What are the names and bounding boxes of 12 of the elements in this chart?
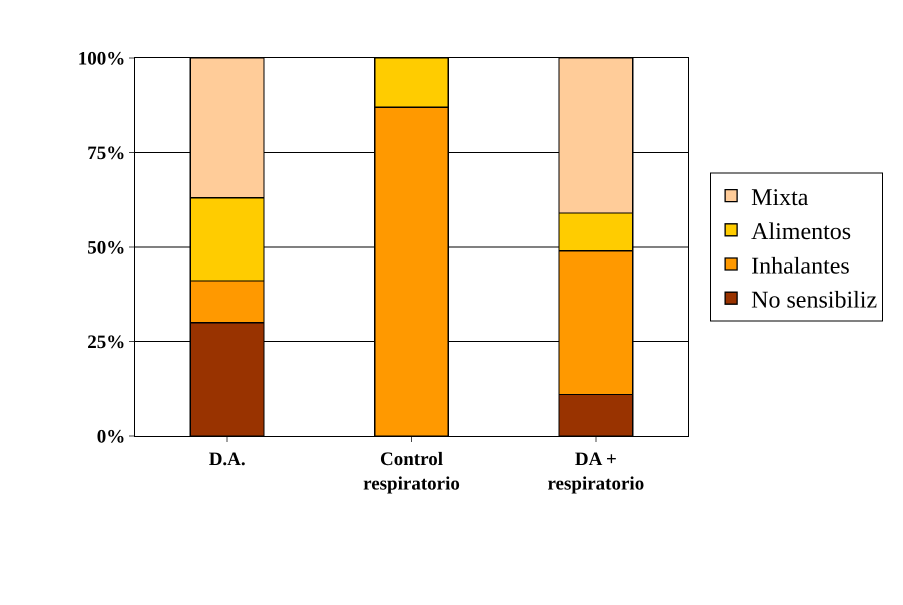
legend-label: No sensibiliz: [751, 288, 878, 314]
y-tick-label: 100%: [78, 48, 126, 70]
y-tick-label: 0%: [96, 426, 126, 448]
legend-label: Mixta: [751, 184, 809, 211]
y-tick-label: 25%: [87, 332, 126, 354]
y-tick-label: 50%: [87, 238, 126, 259]
x-tick-label: Control respiratorio: [363, 448, 460, 494]
y-tick-label: 75%: [87, 143, 126, 164]
x-tick-label: DA + respiratorio: [547, 448, 644, 494]
x-tick-label: D.A.: [208, 448, 246, 470]
legend-label: Alimentos: [751, 219, 852, 246]
legend-label: Inhalantes: [751, 253, 850, 280]
